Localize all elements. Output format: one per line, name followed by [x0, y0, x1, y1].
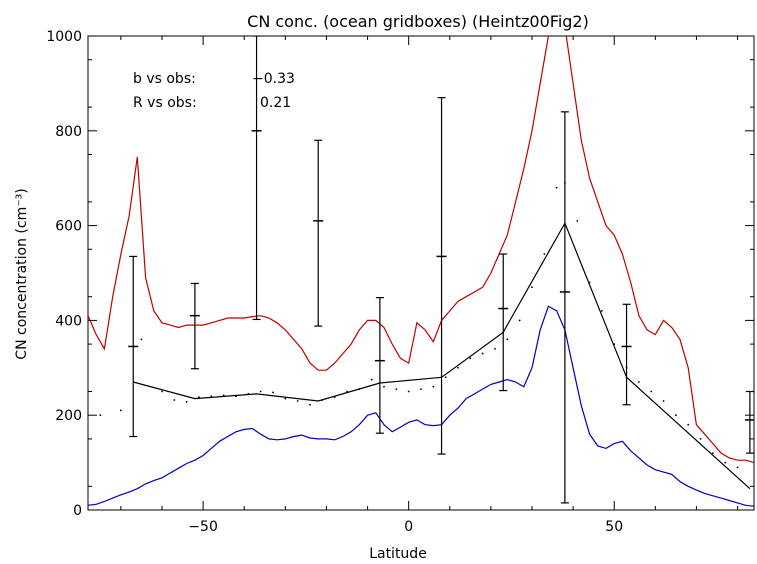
dotted-point — [161, 390, 163, 393]
dotted-point — [613, 343, 616, 345]
series-line-1 — [88, 305, 754, 507]
annotation-r-value: 0.21 — [260, 95, 291, 111]
dotted-point — [432, 385, 435, 388]
dotted-point — [711, 452, 714, 455]
series-line-2 — [133, 221, 751, 490]
dotted-point — [210, 395, 213, 398]
annotation-b-label: b vs obs: — [133, 71, 196, 87]
dotted-point — [185, 401, 188, 403]
annotation-b-value: −0.33 — [252, 71, 295, 87]
dotted-point — [687, 423, 690, 426]
plot-area: 0 200 400 600 800 1000 −50 0 50 — [46, 29, 755, 535]
dotted-point — [395, 388, 398, 391]
dotted-point — [736, 466, 739, 469]
dotted-point — [358, 388, 361, 391]
y-axis-label: CN concentration (cm⁻³) — [14, 188, 30, 359]
dotted-point — [674, 414, 677, 417]
x-tick-label: 50 — [605, 519, 623, 535]
dotted-point — [309, 403, 311, 406]
dotted-point — [407, 390, 410, 393]
dotted-point — [457, 366, 459, 369]
y-tick-label: 0 — [73, 503, 82, 519]
dotted-point — [650, 390, 653, 393]
dotted-point — [370, 378, 373, 381]
annotation-r-label: R vs obs: — [133, 95, 197, 111]
dotted-point — [420, 388, 422, 391]
dotted-point — [140, 338, 143, 341]
dotted-point — [346, 390, 348, 393]
dotted-point — [469, 357, 472, 360]
y-tick-label: 200 — [55, 408, 82, 424]
dotted-point — [543, 253, 546, 255]
x-tick-label: 0 — [404, 519, 413, 535]
dotted-point — [637, 381, 640, 383]
dotted-point — [321, 399, 324, 401]
dotted-point — [235, 395, 237, 398]
y-tick-label: 800 — [55, 124, 82, 140]
dotted-point — [699, 438, 702, 440]
dotted-point — [198, 396, 200, 399]
dotted-point — [518, 319, 521, 322]
dotted-point — [284, 397, 287, 400]
dotted-point — [259, 390, 262, 393]
x-tick-label: −50 — [188, 519, 218, 535]
dotted-point — [333, 396, 336, 399]
y-tick-label: 600 — [55, 219, 82, 235]
dotted-point — [247, 392, 250, 395]
dotted-point — [383, 385, 385, 388]
x-axis-label: Latitude — [369, 546, 427, 562]
dotted-point — [494, 347, 496, 350]
dotted-point — [272, 391, 274, 394]
dotted-point — [662, 400, 665, 402]
dotted-point — [444, 376, 447, 379]
plot-frame — [87, 35, 755, 511]
dotted-point — [119, 409, 122, 412]
dotted-point — [506, 338, 509, 341]
dotted-point — [588, 281, 591, 284]
dotted-point — [222, 394, 225, 397]
dotted-point — [99, 414, 102, 417]
series-line-0 — [88, 36, 754, 464]
dotted-point — [173, 399, 176, 401]
dotted-point — [555, 186, 558, 189]
plot-marks — [88, 36, 754, 507]
chart-title: CN conc. (ocean gridboxes) (Heintz00Fig2… — [247, 12, 589, 31]
dotted-point — [481, 352, 484, 355]
dotted-point — [531, 286, 533, 289]
dotted-point — [576, 219, 579, 222]
dotted-point — [724, 461, 727, 464]
y-tick-label: 400 — [55, 313, 82, 329]
dotted-point — [296, 400, 299, 402]
dotted-point — [600, 310, 603, 312]
y-tick-label: 1000 — [46, 29, 82, 45]
